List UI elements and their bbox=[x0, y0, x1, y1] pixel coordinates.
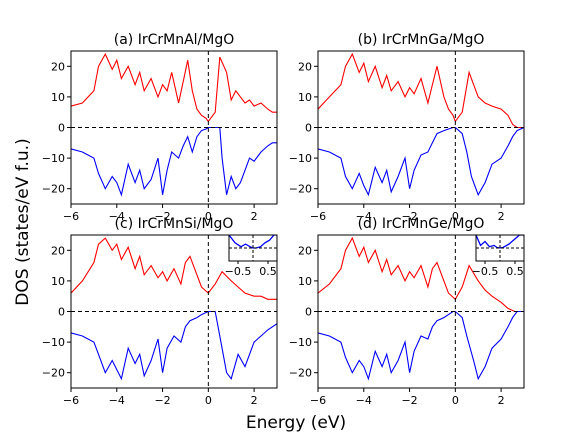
inset-x-tick-label: −0.5 bbox=[472, 265, 499, 278]
x-axis-label: Energy (eV) bbox=[246, 413, 346, 433]
plot-area bbox=[318, 236, 524, 381]
panel-frame bbox=[70, 234, 278, 389]
y-axis-label: DOS (states/eV f.u.) bbox=[13, 138, 33, 305]
y-tick-label: −20 bbox=[289, 183, 312, 196]
series-line-1 bbox=[318, 310, 524, 381]
y-tick-label: 10 bbox=[298, 91, 312, 104]
x-tick-label: 2 bbox=[498, 210, 505, 223]
x-tick-label: −4 bbox=[109, 210, 125, 223]
panel-title: (a) IrCrMnAl/MgO bbox=[114, 32, 235, 48]
inset-frame bbox=[228, 234, 278, 262]
x-tick-label: −2 bbox=[401, 210, 417, 223]
y-tick-label: −10 bbox=[42, 152, 65, 165]
y-tick-label: 10 bbox=[51, 91, 65, 104]
y-tick-label: 20 bbox=[51, 60, 65, 73]
panel-title: (b) IrCrMnGa/MgO bbox=[358, 32, 485, 48]
series-line-0 bbox=[318, 236, 524, 313]
x-tick-label: −4 bbox=[109, 394, 125, 407]
series-line-1 bbox=[71, 310, 277, 381]
y-tick-label: −20 bbox=[289, 367, 312, 380]
y-tick-label: 20 bbox=[298, 60, 312, 73]
y-tick-label: −10 bbox=[289, 336, 312, 349]
y-tick-label: −20 bbox=[42, 367, 65, 380]
inset-3: −0.5 0.5 bbox=[472, 234, 525, 278]
series-line-0 bbox=[318, 52, 524, 129]
inset-x-tick-label: −0.5 bbox=[225, 265, 252, 278]
plot-area bbox=[318, 52, 524, 197]
inset-2: −0.5 0.5 bbox=[225, 234, 278, 278]
y-tick-label: 0 bbox=[305, 306, 312, 319]
inset-x-tick-label: 0.5 bbox=[259, 265, 277, 278]
panel-frame bbox=[317, 234, 525, 389]
y-tick-label: −20 bbox=[42, 183, 65, 196]
panel-frame bbox=[70, 50, 278, 205]
x-tick-label: 0 bbox=[452, 210, 459, 223]
series-line-0 bbox=[71, 52, 277, 123]
x-tick-label: −6 bbox=[63, 394, 79, 407]
x-tick-label: −6 bbox=[310, 210, 326, 223]
x-tick-label: −2 bbox=[401, 394, 417, 407]
x-tick-label: 2 bbox=[251, 210, 258, 223]
panel-title: (d) IrCrMnGe/MgO bbox=[358, 216, 485, 232]
y-tick-label: 0 bbox=[58, 306, 65, 319]
plot-area bbox=[71, 52, 277, 197]
y-tick-label: −10 bbox=[42, 336, 65, 349]
x-tick-label: −2 bbox=[154, 210, 170, 223]
series-line-1 bbox=[71, 126, 277, 197]
x-tick-label: −2 bbox=[154, 394, 170, 407]
y-tick-label: −10 bbox=[289, 152, 312, 165]
y-tick-label: 20 bbox=[51, 244, 65, 257]
x-tick-label: −4 bbox=[356, 394, 372, 407]
series-line-1 bbox=[318, 126, 524, 197]
y-tick-label: 10 bbox=[51, 275, 65, 288]
plot-area bbox=[71, 237, 277, 381]
y-tick-label: 20 bbox=[298, 244, 312, 257]
y-tick-label: 0 bbox=[58, 122, 65, 135]
x-tick-label: −6 bbox=[310, 394, 326, 407]
panel-title: (c) IrCrMnSi/MgO bbox=[115, 216, 234, 232]
series-line-0 bbox=[71, 237, 277, 300]
x-tick-label: 0 bbox=[205, 394, 212, 407]
y-tick-label: 0 bbox=[305, 122, 312, 135]
inset-x-tick-label: 0.5 bbox=[506, 265, 524, 278]
x-tick-label: 0 bbox=[205, 210, 212, 223]
x-tick-label: 2 bbox=[251, 394, 258, 407]
inset-frame bbox=[475, 234, 525, 262]
y-tick-label: 10 bbox=[298, 275, 312, 288]
x-tick-label: 2 bbox=[498, 394, 505, 407]
panel-frame bbox=[317, 50, 525, 205]
x-tick-label: −6 bbox=[63, 210, 79, 223]
x-tick-label: −4 bbox=[356, 210, 372, 223]
x-tick-label: 0 bbox=[452, 394, 459, 407]
